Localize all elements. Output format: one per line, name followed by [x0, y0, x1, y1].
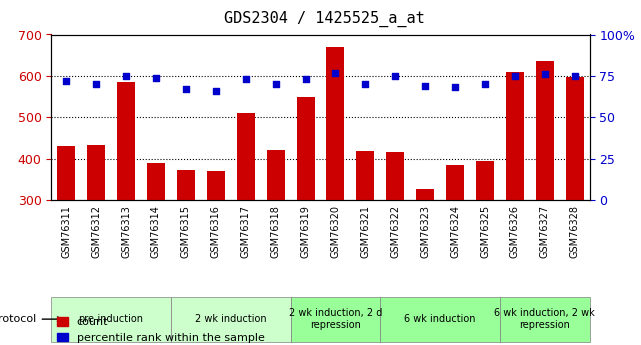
- Point: [151, 75, 161, 80]
- Text: 6 wk induction, 2 wk
repression: 6 wk induction, 2 wk repression: [494, 308, 595, 330]
- Legend: count, percentile rank within the sample: count, percentile rank within the sample: [57, 317, 265, 343]
- Point: [330, 70, 340, 75]
- FancyBboxPatch shape: [500, 297, 590, 342]
- FancyBboxPatch shape: [290, 297, 380, 342]
- Bar: [177, 170, 195, 200]
- Bar: [57, 146, 75, 200]
- Point: [240, 77, 251, 82]
- Point: [61, 78, 71, 83]
- Text: GDS2304 / 1425525_a_at: GDS2304 / 1425525_a_at: [224, 10, 425, 27]
- Text: pre-induction: pre-induction: [79, 314, 144, 324]
- Point: [121, 73, 131, 79]
- Bar: [237, 113, 254, 200]
- FancyBboxPatch shape: [380, 297, 500, 342]
- Bar: [326, 47, 344, 200]
- Point: [480, 81, 490, 87]
- Bar: [416, 188, 434, 200]
- Point: [450, 85, 460, 90]
- Bar: [147, 163, 165, 200]
- Point: [271, 81, 281, 87]
- Point: [211, 88, 221, 93]
- Point: [390, 73, 401, 79]
- Bar: [566, 77, 584, 200]
- Point: [91, 81, 101, 87]
- Point: [301, 77, 311, 82]
- Bar: [387, 152, 404, 200]
- Point: [510, 73, 520, 79]
- Point: [570, 73, 580, 79]
- Text: protocol: protocol: [0, 314, 62, 324]
- Point: [181, 86, 191, 92]
- Text: 6 wk induction: 6 wk induction: [404, 314, 476, 324]
- Text: 2 wk induction, 2 d
repression: 2 wk induction, 2 d repression: [288, 308, 382, 330]
- Bar: [536, 61, 554, 200]
- Bar: [207, 171, 225, 200]
- Bar: [87, 146, 105, 200]
- FancyBboxPatch shape: [171, 297, 290, 342]
- Point: [540, 71, 550, 77]
- Point: [360, 81, 370, 87]
- Bar: [267, 150, 285, 200]
- Bar: [476, 161, 494, 200]
- Bar: [356, 151, 374, 200]
- Text: 2 wk induction: 2 wk induction: [195, 314, 267, 324]
- FancyBboxPatch shape: [51, 297, 171, 342]
- Bar: [506, 72, 524, 200]
- Bar: [446, 165, 464, 200]
- Bar: [117, 82, 135, 200]
- Bar: [297, 97, 315, 200]
- Point: [420, 83, 430, 89]
